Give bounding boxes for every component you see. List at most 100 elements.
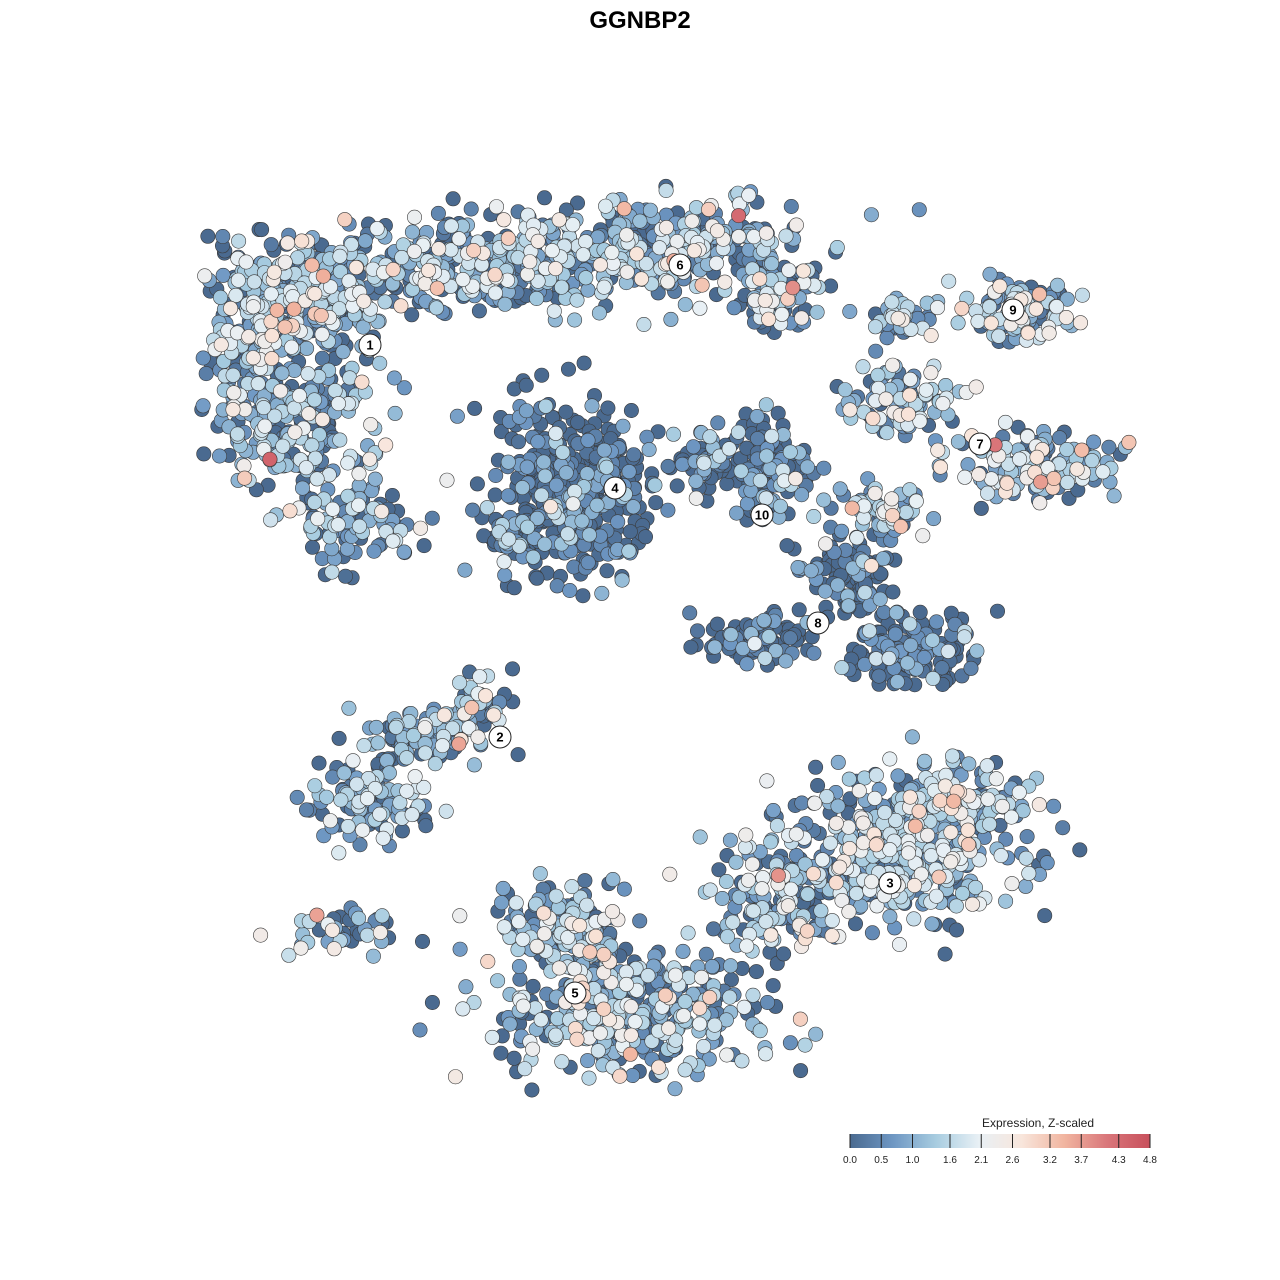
cell-point-cluster-4	[457, 562, 473, 578]
cell-point-cluster-1	[226, 385, 242, 401]
cell-point-cluster-1	[366, 543, 382, 559]
cell-point-cluster-6	[548, 261, 564, 277]
cell-point-cluster-1	[223, 300, 239, 316]
cell-point-cluster-6	[616, 201, 632, 217]
cell-point-cluster-1	[315, 268, 331, 284]
cell-point-cluster-5	[567, 961, 583, 977]
cell-point-cluster-4	[501, 531, 517, 547]
cell-point-cluster-2	[418, 818, 434, 834]
cell-point-cluster-1	[354, 374, 370, 390]
cell-point-cluster-2	[407, 769, 423, 785]
cell-point-cluster-3	[705, 921, 721, 937]
cell-point-cluster-1	[396, 544, 412, 560]
cell-point-cluster-5	[372, 924, 388, 940]
cell-point-cluster-4	[589, 497, 605, 513]
cell-point-cluster-4	[519, 519, 535, 535]
cell-point-cluster-1	[451, 231, 467, 247]
cell-point-cluster-8	[682, 605, 698, 621]
cell-point-cluster-1	[246, 274, 262, 290]
cell-point-cluster-2	[333, 792, 349, 808]
cell-point-cluster-1	[431, 241, 447, 257]
cell-point-cluster-4	[537, 468, 553, 484]
cell-point-cluster-9	[982, 266, 998, 282]
cell-point-cluster-8	[875, 551, 891, 567]
cell-point-cluster-8	[857, 584, 873, 600]
cell-point-cluster-5	[579, 897, 595, 913]
cell-point-cluster-3	[920, 827, 936, 843]
cell-point-cluster-6	[694, 277, 710, 293]
cell-point-cluster-8	[834, 660, 850, 676]
cell-point-cluster-8	[934, 660, 950, 676]
cell-point-cluster-5	[569, 1031, 585, 1047]
cell-point-cluster-4	[529, 570, 545, 586]
cell-point-cluster-3	[948, 922, 964, 938]
cell-point-cluster-1	[241, 329, 257, 345]
cell-point-cluster-8	[871, 668, 887, 684]
cell-point-cluster-9	[1041, 325, 1057, 341]
cell-point-cluster-5	[580, 1053, 596, 1069]
cell-point-cluster-1	[369, 221, 385, 237]
cell-point-cluster-3	[722, 832, 738, 848]
cell-point-cluster-3	[842, 840, 858, 856]
cell-point-cluster-7	[957, 469, 973, 485]
cell-point-cluster-1	[430, 205, 446, 221]
cell-point-cluster-1	[497, 296, 513, 312]
cell-point-cluster-8	[761, 629, 777, 645]
cell-point-cluster-7	[983, 471, 999, 487]
cell-point-cluster-5	[677, 1062, 693, 1078]
colorbar-tick-label: 1.0	[906, 1155, 920, 1166]
cell-point-cluster-2	[375, 830, 391, 846]
cell-point-cluster-6	[569, 292, 585, 308]
cell-point-cluster-1	[404, 224, 420, 240]
cell-point-cluster-2	[472, 669, 488, 685]
cell-point-cluster-5	[736, 999, 752, 1015]
cell-point-cluster-3	[855, 815, 871, 831]
cell-point-cluster-4	[510, 434, 526, 450]
cell-point-cluster-5	[596, 1001, 612, 1017]
cell-point-cluster-8	[881, 650, 897, 666]
cell-point-cluster-4	[637, 529, 653, 545]
cell-point-cluster-3	[948, 898, 964, 914]
cell-point-cluster-5	[616, 881, 632, 897]
cell-point-cluster-5	[622, 1046, 638, 1062]
cell-point-cluster-7	[1086, 434, 1102, 450]
cell-point-cluster-1	[522, 254, 538, 270]
cell-point-cluster-3	[807, 795, 823, 811]
cell-point-cluster-3	[900, 845, 916, 861]
cell-point-cluster-6	[575, 247, 591, 263]
cell-point-cluster-3	[998, 893, 1014, 909]
cell-point-cluster-5	[667, 967, 683, 983]
cell-point-cluster-10	[733, 463, 749, 479]
cell-point-cluster-3	[902, 789, 918, 805]
cell-point-cluster-6	[580, 282, 596, 298]
cell-point-cluster-7	[837, 382, 853, 398]
cell-point-cluster-3	[841, 771, 857, 787]
cell-point-cluster-1	[230, 426, 246, 442]
cell-point-cluster-1	[314, 326, 330, 342]
cell-point-cluster-6	[726, 300, 742, 316]
cell-point-cluster-8	[876, 604, 892, 620]
cell-point-cluster-5	[512, 971, 528, 987]
cell-point-cluster-2	[331, 730, 347, 746]
cell-point-cluster-3	[964, 896, 980, 912]
cell-point-cluster-9	[970, 313, 986, 329]
cell-point-cluster-3	[830, 754, 846, 770]
cell-point-cluster-2	[307, 778, 323, 794]
cluster-label-text: 10	[755, 508, 769, 523]
cell-point-cluster-1	[377, 294, 393, 310]
cell-point-cluster-1	[298, 460, 314, 476]
cell-point-cluster-2	[331, 845, 347, 861]
cell-point-cluster-8	[747, 636, 763, 652]
cell-point-cluster-5	[657, 987, 673, 1003]
cell-point-cluster-4	[487, 487, 503, 503]
cell-point-cluster-4	[496, 554, 512, 570]
cell-point-cluster-5	[515, 931, 531, 947]
cell-point-cluster-1	[277, 254, 293, 270]
cell-point-cluster-2	[427, 756, 443, 772]
cell-point-cluster-1	[428, 300, 444, 316]
cell-point-cluster-10	[772, 498, 788, 514]
cell-point-cluster-8	[689, 623, 705, 639]
cell-point-cluster-6	[642, 202, 658, 218]
cell-point-cluster-2	[356, 738, 372, 754]
